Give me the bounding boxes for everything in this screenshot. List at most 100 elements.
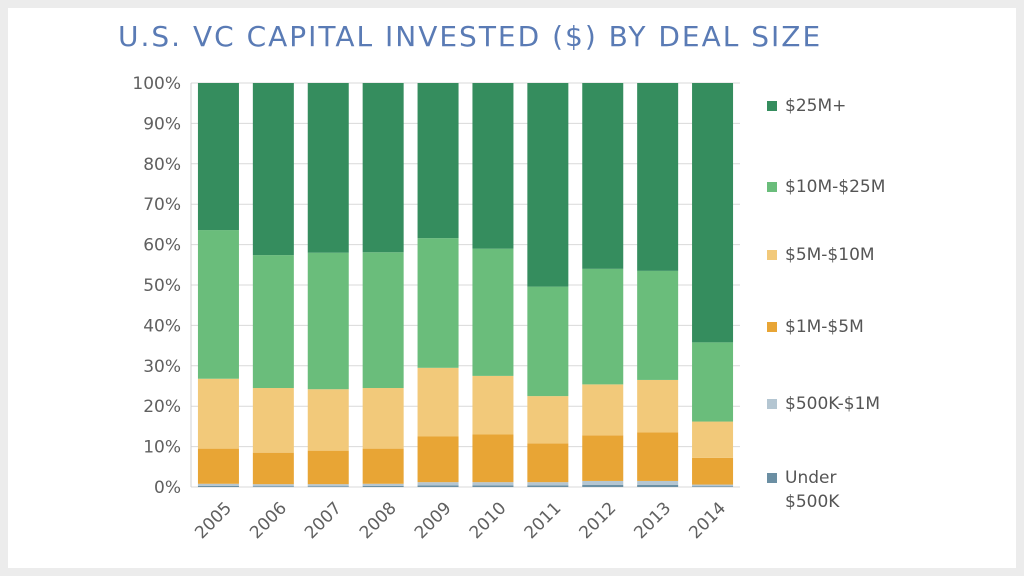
- bar-segment: [197, 483, 239, 486]
- legend-item: $25M+: [767, 96, 846, 116]
- legend-label: $1M-$5M: [785, 317, 864, 337]
- bar-segment: [582, 268, 624, 385]
- legend-item: Under $500K: [767, 468, 840, 512]
- x-tick-label: 2009: [411, 498, 456, 543]
- bar-segment: [527, 286, 569, 397]
- bar-segment: [582, 435, 624, 481]
- bar-segment: [307, 450, 349, 485]
- bar-segment: [197, 230, 239, 379]
- bar-segment: [637, 484, 679, 487]
- bar-segment: [637, 432, 679, 481]
- bar-segment: [692, 486, 734, 487]
- bar-segment: [197, 485, 239, 487]
- bar-segment: [307, 389, 349, 451]
- bar-segment: [582, 384, 624, 436]
- y-tick-label: 80%: [143, 155, 181, 175]
- bar-segment: [472, 375, 514, 435]
- bar-segment: [362, 485, 404, 487]
- bar-segment: [637, 379, 679, 433]
- x-tick-label: 2005: [191, 498, 236, 543]
- bar-segment: [472, 434, 514, 483]
- chart-title: U.S. VC CAPITAL INVESTED ($) BY DEAL SIZ…: [118, 20, 823, 53]
- bar-segment: [252, 452, 294, 485]
- y-tick-label: 70%: [143, 195, 181, 215]
- y-tick-label: 90%: [143, 114, 181, 134]
- bar-segment: [307, 252, 349, 390]
- legend-swatch: [767, 182, 777, 192]
- bar-segment: [362, 252, 404, 389]
- bar-segment: [362, 83, 404, 253]
- bar-segment: [527, 443, 569, 483]
- legend-label: Under: [785, 468, 836, 488]
- bar-segment: [637, 480, 679, 485]
- bar-segment: [417, 83, 459, 239]
- x-tick-label: 2012: [576, 498, 621, 543]
- y-tick-label: 0%: [154, 478, 181, 498]
- bar-segment: [527, 485, 569, 487]
- bar-segment: [252, 388, 294, 453]
- legend-label: $25M+: [785, 96, 846, 116]
- bar-segment: [362, 388, 404, 449]
- legend-swatch: [767, 399, 777, 409]
- bar-segment: [417, 367, 459, 437]
- bar-segment: [197, 83, 239, 231]
- x-tick-label: 2014: [685, 498, 730, 543]
- bar-segment: [582, 480, 624, 485]
- bar-segment: [252, 83, 294, 256]
- bar-segment: [307, 486, 349, 487]
- legend-swatch: [767, 101, 777, 111]
- bar-segment: [417, 238, 459, 368]
- y-tick-label: 60%: [143, 236, 181, 256]
- bar-segment: [527, 396, 569, 444]
- bar-segment: [582, 484, 624, 487]
- bar-segment: [472, 248, 514, 376]
- bar-segment: [637, 270, 679, 380]
- bar-segment: [252, 255, 294, 389]
- legend-swatch: [767, 322, 777, 332]
- x-tick-label: 2010: [466, 498, 511, 543]
- legend-label: $5M-$10M: [785, 245, 875, 265]
- y-tick-label: 20%: [143, 397, 181, 417]
- x-tick-label: 2006: [246, 498, 291, 543]
- bar-segment: [417, 485, 459, 487]
- bar-segment: [307, 484, 349, 487]
- y-tick-label: 40%: [143, 316, 181, 336]
- legend-item: $1M-$5M: [767, 317, 864, 337]
- x-tick-label: 2008: [356, 498, 401, 543]
- bar-segment: [362, 483, 404, 486]
- bar-segment: [582, 83, 624, 269]
- slide: U.S. VC CAPITAL INVESTED ($) BY DEAL SIZ…: [8, 8, 1016, 568]
- legend-item: $5M-$10M: [767, 245, 875, 265]
- bar-segment: [692, 421, 734, 458]
- bar-segment: [692, 484, 734, 487]
- legend-label: $500K-$1M: [785, 394, 880, 414]
- bar-segment: [472, 485, 514, 487]
- bar-segment: [362, 448, 404, 484]
- bar-segment: [417, 436, 459, 483]
- legend-item: $500K-$1M: [767, 394, 880, 414]
- bar-segment: [307, 83, 349, 253]
- bar-segment: [252, 486, 294, 487]
- stacked-bar-chart: 0%10%20%30%40%50%60%70%80%90%100%2005 200…: [132, 74, 885, 543]
- bar-segment: [472, 83, 514, 249]
- bar-segment: [692, 83, 734, 343]
- legend-swatch: [767, 473, 777, 483]
- x-tick-label: 2007: [301, 498, 346, 543]
- bar-segment: [692, 457, 734, 485]
- bar-segment: [252, 484, 294, 487]
- bar-segment: [527, 482, 569, 486]
- legend-label: $10M-$25M: [785, 177, 885, 197]
- y-tick-label: 100%: [132, 74, 181, 94]
- legend-label: $500K: [785, 492, 840, 512]
- bar-segment: [692, 342, 734, 422]
- bar-segment: [472, 482, 514, 486]
- y-tick-label: 10%: [143, 438, 181, 458]
- x-tick-label: 2013: [630, 498, 675, 543]
- y-tick-label: 30%: [143, 357, 181, 377]
- legend-swatch: [767, 250, 777, 260]
- bar-segment: [417, 482, 459, 486]
- x-tick-label: 2011: [521, 498, 566, 543]
- bar-segment: [527, 83, 569, 287]
- bar-segment: [197, 378, 239, 449]
- legend-item: $10M-$25M: [767, 177, 885, 197]
